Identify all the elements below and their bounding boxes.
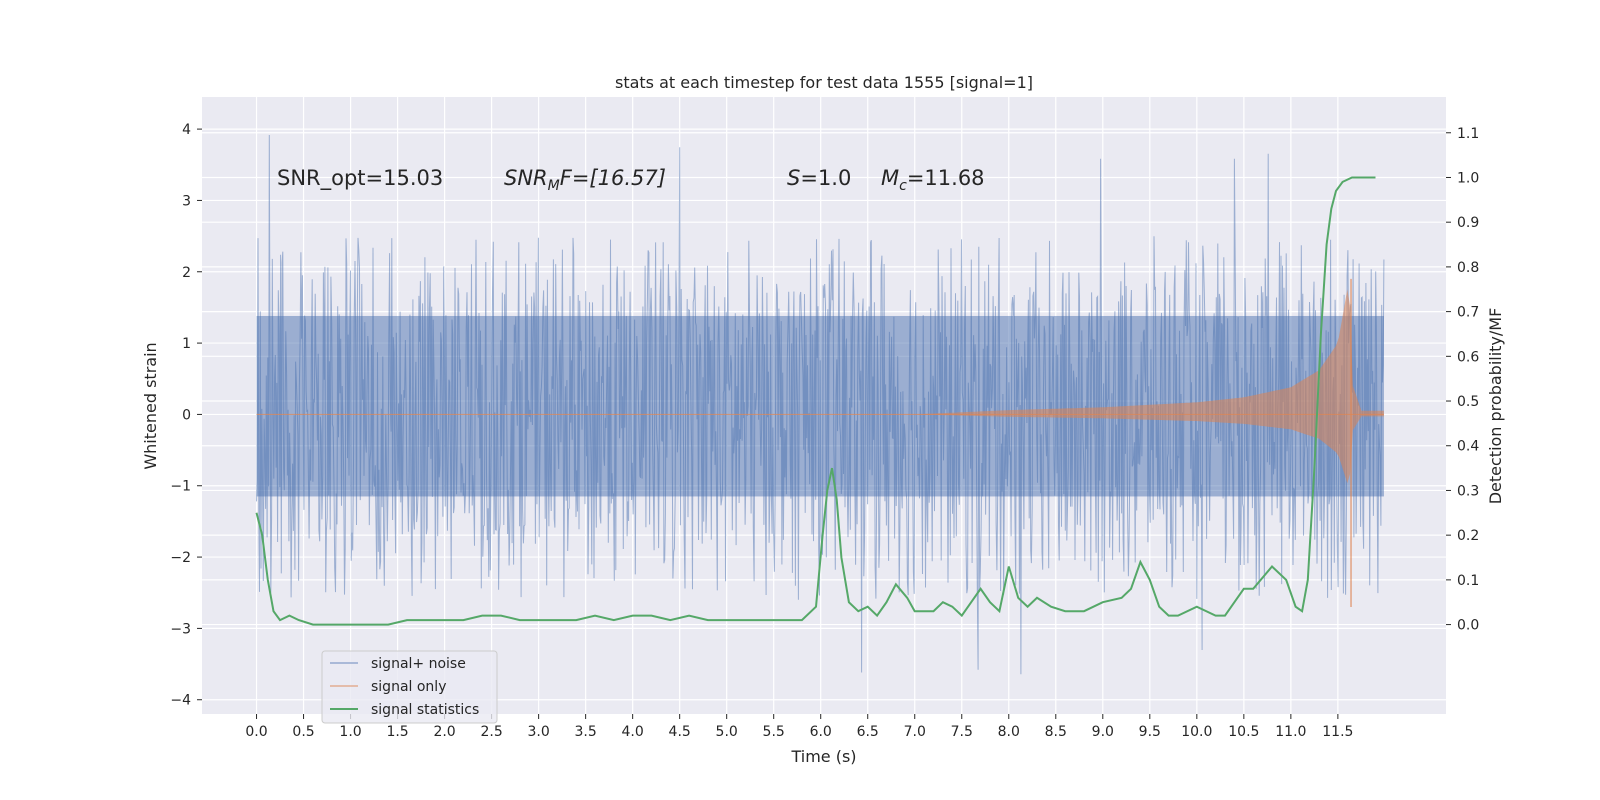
y2-tick-label: 0.7 (1457, 305, 1479, 321)
y2-tick-label: 0.3 (1457, 483, 1479, 499)
annotation-mc: Mc=11.68 (881, 166, 985, 194)
x-tick-label: 5.0 (716, 724, 738, 740)
annotation-s: S=1.0 (787, 166, 851, 190)
y-tick-label: 4 (182, 122, 191, 138)
legend: signal+ noise signal only signal statist… (321, 650, 498, 724)
y2-tick-label: 0.9 (1457, 215, 1479, 231)
y2-tick-label: 0.6 (1457, 349, 1479, 365)
legend-label-signal-noise: signal+ noise (371, 656, 466, 672)
annotations: SNR_opt=15.03 SNRMF=[16.57] S=1.0 Mc=11.… (277, 166, 985, 194)
y-tick-label: 1 (182, 336, 191, 352)
x-tick-label: 7.5 (951, 724, 973, 740)
x-tick-label: 6.5 (857, 724, 879, 740)
signal-noise-line (256, 134, 1385, 675)
y2-axis-ticks: 1.1 1.0 0.9 0.8 0.7 0.6 0.5 0.4 0.3 0.2 0.1 0.0 (1446, 126, 1479, 634)
x-tick-label: 7.0 (904, 724, 926, 740)
x-axis-ticks: 0.0 0.5 1.0 1.5 2.0 2.5 3.0 3.5 4.0 4.5 5.0 5.5 6.0 6… (245, 714, 1353, 740)
x-tick-label: 9.5 (1139, 724, 1161, 740)
series-layer (255, 134, 1385, 675)
y2-tick-label: 1.1 (1457, 126, 1479, 142)
y2-tick-label: 0.4 (1457, 439, 1479, 455)
y-axis-ticks: 4 3 2 1 0 −1 −2 −3 −4 (170, 122, 202, 709)
x-tick-label: 2.5 (480, 724, 502, 740)
annotation-snr-opt: SNR_opt=15.03 (277, 166, 443, 191)
y2-tick-label: 0.2 (1457, 528, 1479, 544)
x-tick-label: 8.5 (1045, 724, 1067, 740)
y2-tick-label: 0.0 (1457, 618, 1479, 634)
x-tick-label: 5.5 (763, 724, 785, 740)
y-tick-label: 2 (182, 265, 191, 281)
y2-tick-label: 1.0 (1457, 170, 1479, 186)
x-tick-label: 0.5 (292, 724, 314, 740)
y-axis-label: Whitened strain (141, 342, 160, 469)
y-tick-label: −1 (170, 479, 191, 495)
x-tick-label: 9.0 (1092, 724, 1114, 740)
x-tick-label: 10.0 (1181, 724, 1212, 740)
y2-tick-label: 0.8 (1457, 260, 1479, 276)
x-tick-label: 3.5 (575, 724, 597, 740)
y-tick-label: −4 (170, 693, 191, 709)
x-tick-label: 1.0 (339, 724, 361, 740)
legend-box (321, 650, 498, 724)
x-tick-label: 4.0 (622, 724, 644, 740)
x-tick-label: 6.0 (810, 724, 832, 740)
y2-tick-label: 0.1 (1457, 573, 1479, 589)
annotation-snr-mf: SNRMF=[16.57] (504, 166, 666, 194)
x-tick-label: 10.5 (1228, 724, 1259, 740)
y-tick-label: 0 (182, 407, 191, 423)
legend-label-signal-statistics: signal statistics (371, 702, 479, 718)
y-tick-label: 3 (182, 193, 191, 209)
signal-statistics-line (255, 176, 1376, 626)
chart-title: stats at each timestep for test data 155… (615, 73, 1033, 92)
x-tick-label: 3.0 (527, 724, 549, 740)
legend-label-signal-only: signal only (371, 679, 446, 695)
x-tick-label: 11.5 (1322, 724, 1353, 740)
x-tick-label: 8.0 (998, 724, 1020, 740)
x-tick-label: 2.0 (433, 724, 455, 740)
x-tick-label: 4.5 (669, 724, 691, 740)
x-tick-label: 11.0 (1275, 724, 1306, 740)
y-tick-label: −3 (170, 621, 191, 637)
x-tick-label: 0.0 (245, 724, 267, 740)
y2-axis-label: Detection probability/MF (1486, 308, 1505, 505)
y-tick-label: −2 (170, 550, 191, 566)
y2-tick-label: 0.5 (1457, 394, 1479, 410)
x-tick-label: 1.5 (386, 724, 408, 740)
x-axis-label: Time (s) (790, 747, 856, 766)
